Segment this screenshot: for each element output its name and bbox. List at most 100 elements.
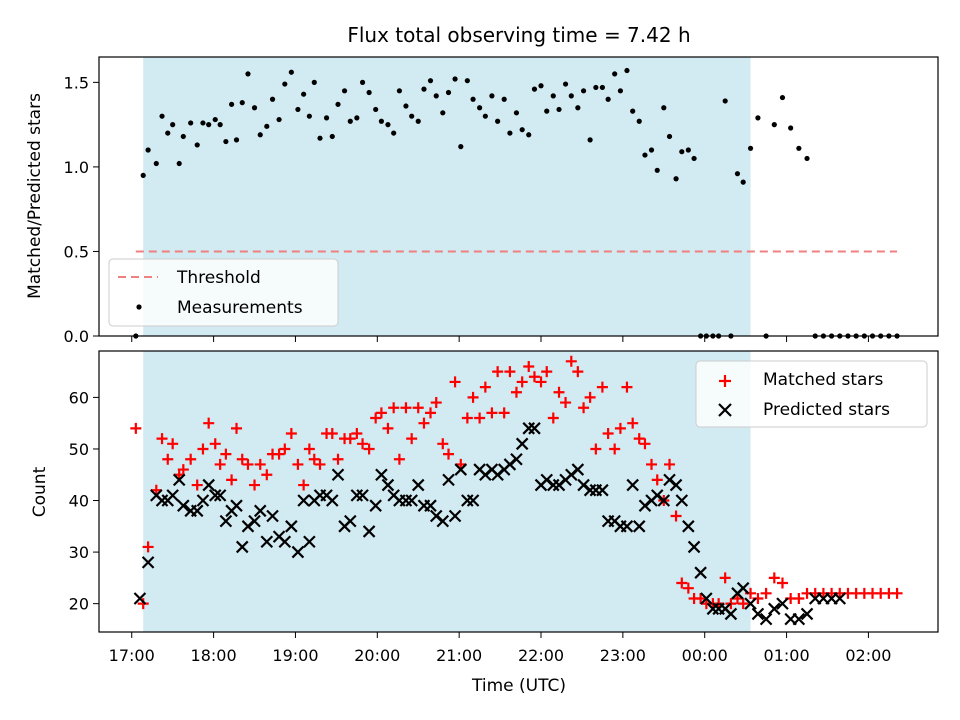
matched-stars-point <box>191 479 203 491</box>
matched-stars-point <box>167 438 179 450</box>
measurements-legend-label: Measurements <box>177 298 303 318</box>
matched-stars-point <box>523 360 535 372</box>
matched-stars-point <box>285 427 297 439</box>
predicted-stars-point <box>515 437 529 451</box>
measurements-point <box>194 142 200 148</box>
predicted-stars-point <box>682 520 695 533</box>
predicted-stars-point <box>675 494 689 507</box>
matched-stars-point <box>891 587 903 599</box>
measurements-point <box>306 113 312 119</box>
matched-stars-point <box>177 464 189 476</box>
predicted-stars-point <box>230 499 243 512</box>
measurements-point <box>176 160 182 167</box>
measurements-point <box>200 120 206 126</box>
y-tick-label: 20 <box>69 595 89 614</box>
predicted-stars-point <box>751 607 765 621</box>
measurements-point <box>206 122 212 128</box>
measurements-point <box>295 106 301 113</box>
matched-stars-point <box>326 427 338 439</box>
predicted-stars-point <box>213 489 227 502</box>
measurements-point <box>599 84 606 91</box>
x-tick-label: 17:00 <box>109 646 155 665</box>
predicted-stars-point <box>657 494 671 507</box>
matched-stars-point <box>609 443 621 455</box>
measurements-point <box>691 155 697 162</box>
measurements-point <box>771 122 777 128</box>
matched-stars-point <box>279 443 291 455</box>
predicted-stars-point <box>362 525 376 538</box>
matched-stars-point <box>185 453 197 465</box>
matched-stars-point <box>226 474 238 486</box>
measurements-point <box>482 113 488 119</box>
measurements-point <box>458 144 464 150</box>
y-tick-label: 0.5 <box>64 242 89 261</box>
y-tick-label: 1.5 <box>64 73 89 92</box>
matched-stars-point <box>162 453 174 465</box>
measurements-point <box>159 113 165 119</box>
y-tick-label: 50 <box>69 440 89 459</box>
measurements-point <box>804 155 810 162</box>
measurements-point <box>153 160 159 167</box>
ratio-legend-box <box>108 258 339 327</box>
matched-stars-point <box>130 422 142 434</box>
matched-stars-point <box>479 381 491 393</box>
predicted-stars-point <box>266 509 279 523</box>
measurements-point <box>269 96 276 102</box>
matched-stars-point <box>486 407 498 419</box>
matched-stars-point <box>498 407 510 419</box>
matched-stars-point <box>357 438 369 450</box>
matched-stars-point <box>400 402 412 414</box>
predicted-stars-point <box>571 463 585 476</box>
measurements-point <box>212 116 218 123</box>
measurements-point <box>282 81 288 87</box>
matched-stars-point <box>768 572 780 584</box>
measurements-point <box>335 101 341 107</box>
matched-stars-point <box>492 366 504 378</box>
predicted-stars-point <box>442 473 455 487</box>
matched-stars-point <box>646 458 658 470</box>
matched-stars-point <box>584 391 596 403</box>
measurements-point <box>740 179 746 185</box>
matched-stars-point <box>664 458 676 470</box>
measurements-point <box>544 108 550 114</box>
measurements-point <box>427 78 434 84</box>
matched-stars-point <box>535 376 547 388</box>
measurements-point <box>217 122 223 128</box>
predicted-stars-point <box>399 494 413 507</box>
measurements-point <box>396 88 403 94</box>
matched-stars-point <box>682 582 694 594</box>
matched-stars-point <box>388 402 400 414</box>
measurements-point <box>264 123 270 129</box>
matched-stars-point <box>614 422 626 434</box>
predicted-stars-point <box>700 592 713 605</box>
measurements-point <box>229 101 235 107</box>
predicted-stars-point <box>687 540 701 554</box>
predicted-stars-point <box>297 494 310 507</box>
predicted-stars-point <box>208 489 222 502</box>
measurements-point <box>464 78 470 84</box>
measurements-point <box>415 118 421 124</box>
measurements-point <box>359 79 366 85</box>
matched-legend-swatch <box>719 375 731 387</box>
matched-stars-point <box>303 443 315 455</box>
measurements-point <box>661 105 667 111</box>
x-tick-label: 23:00 <box>600 646 646 665</box>
matched-stars-point <box>443 448 455 460</box>
predicted-stars-point <box>166 489 179 502</box>
measurements-point <box>421 86 427 92</box>
measurements-point <box>477 105 483 111</box>
matched-stars-point <box>382 422 394 434</box>
measurements-point <box>501 96 507 102</box>
measurements-point <box>624 67 630 74</box>
matched-stars-point <box>510 386 522 398</box>
predicted-stars-point <box>356 489 369 502</box>
predicted-stars-point <box>583 483 597 497</box>
measurements-point <box>341 88 348 94</box>
measurements-point <box>519 127 525 133</box>
measurements-point <box>575 105 581 111</box>
predicted-stars-point <box>724 607 738 621</box>
matched-stars-point <box>737 598 749 610</box>
measurements-point <box>452 76 458 82</box>
x-axis-label: Time (UTC) <box>471 676 566 696</box>
matched-stars-point <box>602 427 614 439</box>
